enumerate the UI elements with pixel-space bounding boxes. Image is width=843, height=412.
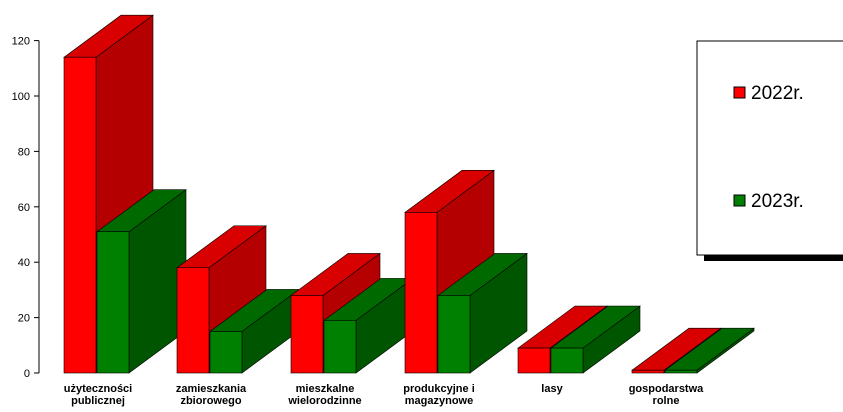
bar-2023-0-front: [96, 231, 130, 374]
bar-2023-1: [209, 288, 300, 374]
category-label-line: publicznej: [71, 395, 125, 407]
category-label: lasy: [541, 383, 563, 395]
legend-label-1: 2023r.: [751, 191, 804, 212]
legend-swatch-0: [733, 86, 746, 99]
bar-2023-4: [550, 305, 641, 374]
category-label-line: gospodarstwa: [629, 383, 704, 395]
y-tick-label: 100: [12, 91, 30, 103]
category-label-line: magazynowe: [405, 395, 473, 407]
y-tick-label: 0: [24, 368, 30, 380]
bar-2023-0: [96, 189, 187, 374]
y-tick-label: 80: [18, 146, 30, 158]
bar-2022-5-front: [631, 369, 665, 374]
category-label: zamieszkania zbiorowego: [176, 383, 247, 407]
category-label-line: zamieszkania: [176, 383, 247, 395]
bar-2023-2-front: [323, 320, 357, 374]
category-label: mieszkalne wielorodzinne: [287, 383, 361, 407]
bar-2023-2: [323, 277, 414, 374]
category-label-line: produkcyjne i: [403, 383, 475, 395]
y-tick-label: 60: [18, 202, 30, 214]
category-label-line: wielorodzinne: [287, 395, 361, 407]
legend-box: [696, 40, 843, 256]
category-label: gospodarstwa rolne: [629, 383, 704, 407]
category-label-line: użyteczności: [64, 383, 132, 395]
bars: [63, 14, 755, 374]
legend: 2022r. 2023r.: [696, 40, 843, 261]
y-tick-label: 40: [18, 257, 30, 269]
bar-2023-4-front: [550, 347, 584, 374]
legend-label-0: 2022r.: [751, 83, 804, 104]
bar-2022-1-front: [176, 267, 210, 374]
category-label: użyteczności publicznej: [64, 383, 132, 407]
category-label-line: mieszkalne: [296, 383, 355, 395]
category-label-line: zbiorowego: [180, 395, 241, 407]
bar-2022-4-front: [517, 347, 551, 374]
bar-2023-5-front: [664, 369, 698, 374]
bar-2022-0-front: [63, 56, 97, 374]
bar-2023-5: [664, 327, 755, 374]
bar-2022-3-front: [404, 212, 438, 374]
bar-2023-3: [437, 252, 528, 374]
category-label-line: rolne: [653, 395, 680, 407]
y-axis: 0 20 40 60 80 100 120: [12, 36, 40, 380]
bar-2023-1-front: [209, 331, 243, 374]
category-labels: użyteczności publicznej zamieszkania zbioro…: [64, 383, 704, 407]
bar-2023-3-front: [437, 295, 471, 374]
y-tick-label: 20: [18, 313, 30, 325]
category-label: produkcyjne i magazynowe: [403, 383, 475, 407]
category-label-line: lasy: [541, 383, 563, 395]
legend-swatch-1: [733, 194, 746, 207]
y-tick-label: 120: [12, 36, 30, 48]
bar-2022-2-front: [290, 295, 324, 374]
